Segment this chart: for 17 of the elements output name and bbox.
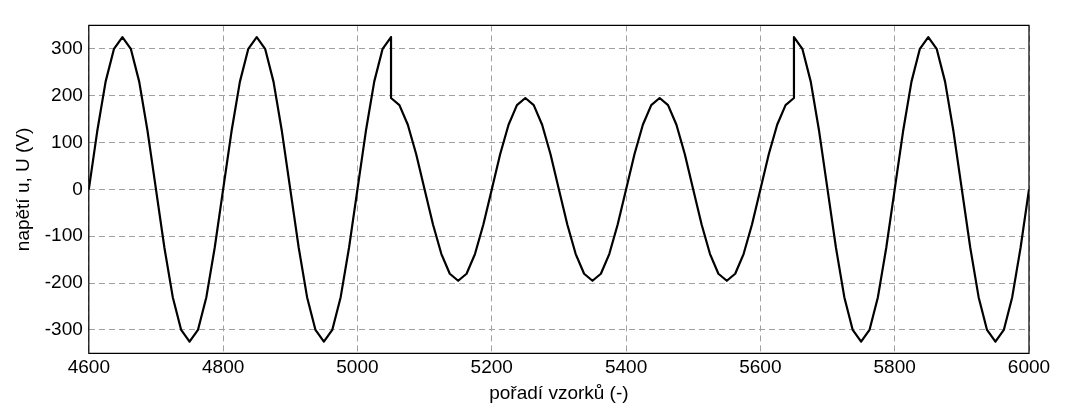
- y-tick-label: 100: [51, 130, 83, 152]
- y-axis-title: napětí u, U (V): [11, 127, 33, 252]
- x-tick-label: 5400: [604, 356, 648, 378]
- x-tick-label: 4800: [202, 356, 245, 378]
- y-tick-label: 300: [51, 37, 83, 59]
- x-tick-label: 5200: [470, 356, 513, 378]
- y-tick-label: 0: [72, 177, 83, 199]
- y-tick-label: -100: [44, 224, 83, 246]
- y-tick-label: -200: [44, 271, 83, 293]
- x-tick-label: 5800: [873, 356, 916, 378]
- x-tick-label: 5000: [336, 356, 379, 378]
- x-tick-label: 6000: [1007, 356, 1051, 378]
- x-axis-title: pořadí vzorků (-): [489, 381, 629, 403]
- x-tick-label: 5600: [739, 356, 782, 378]
- y-tick-label: 200: [51, 83, 83, 105]
- x-tick-label: 4600: [67, 356, 110, 378]
- y-tick-label: -300: [44, 318, 83, 340]
